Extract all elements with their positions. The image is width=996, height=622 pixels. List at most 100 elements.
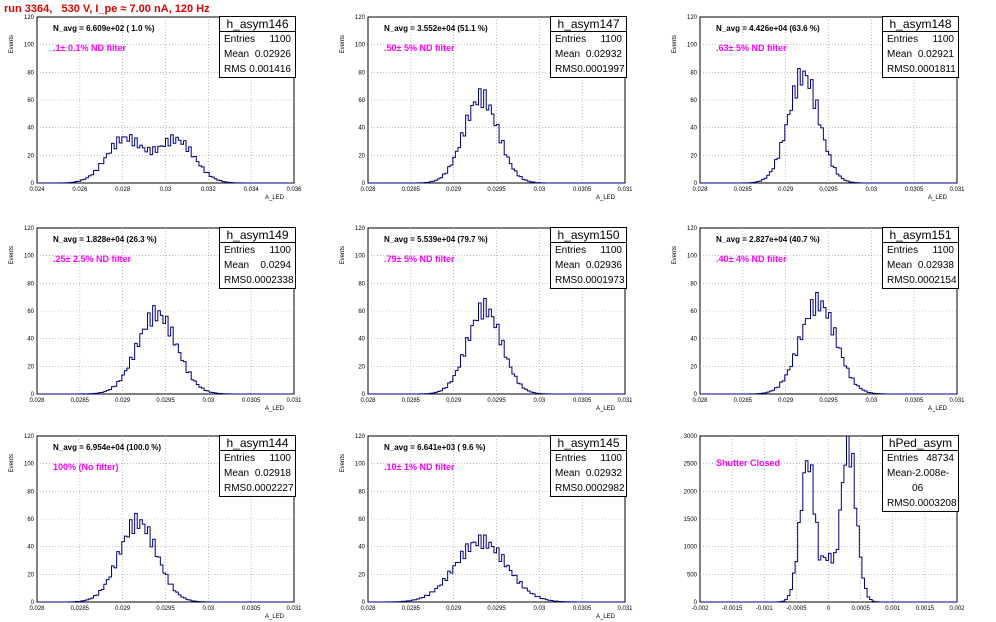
panel-title: N_avg = 6.954e+04 (100.0 %) bbox=[53, 443, 161, 452]
histogram-series bbox=[37, 512, 294, 603]
x-axis-label: A_LED bbox=[928, 195, 948, 201]
stats-key: Entries bbox=[224, 34, 256, 45]
x-tick-label: 0.03 bbox=[865, 187, 877, 193]
stats-row: Entries 1100 bbox=[883, 32, 958, 47]
stats-value: 0.02926 bbox=[254, 49, 291, 60]
stats-box: h_asym147 Entries 1100 Mean 0.02932 RMS 0.0001… bbox=[550, 16, 627, 78]
histogram-name: h_asym148 bbox=[883, 17, 958, 32]
y-tick-label: 60 bbox=[358, 517, 365, 523]
x-tick-label: 0.028 bbox=[692, 187, 708, 193]
y-tick-label: 40 bbox=[27, 337, 34, 343]
x-tick-label: 0.0295 bbox=[487, 187, 506, 193]
x-tick-label: 0.0285 bbox=[71, 606, 90, 612]
stats-box: hPed_asym Entries 48734 Mean -2.008e-06 RMS 0.… bbox=[882, 435, 959, 512]
x-tick-label: 0.031 bbox=[949, 398, 965, 404]
x-tick-label: 0.0305 bbox=[573, 398, 592, 404]
x-tick-label: 0.03 bbox=[533, 187, 545, 193]
panel-title: N_avg = 6.609e+02 ( 1.0 %) bbox=[53, 24, 155, 33]
stats-row: Mean 0.02932 bbox=[551, 466, 626, 481]
panel-title: N_avg = 6.641e+03 ( 9.6 %) bbox=[384, 443, 486, 452]
stats-row: Mean 0.02938 bbox=[883, 258, 958, 273]
x-tick-label: 0.0305 bbox=[905, 187, 924, 193]
y-tick-label: 100 bbox=[687, 43, 698, 49]
histogram-name: h_asym151 bbox=[883, 228, 958, 243]
stats-row: RMS 0.0001811 bbox=[883, 62, 958, 77]
stats-row: Mean 0.02932 bbox=[551, 47, 626, 62]
x-tick-label: 0.0295 bbox=[487, 606, 506, 612]
histogram-name: hPed_asym bbox=[883, 436, 958, 451]
x-tick-label: 0.028 bbox=[360, 398, 376, 404]
y-tick-label: 120 bbox=[355, 226, 366, 232]
x-tick-label: 0.001 bbox=[885, 606, 901, 612]
y-tick-label: 1000 bbox=[684, 545, 698, 551]
y-tick-label: 60 bbox=[27, 98, 34, 104]
stats-key: Mean bbox=[224, 468, 250, 479]
stats-key: RMS bbox=[224, 64, 247, 75]
stats-key: Mean bbox=[555, 260, 581, 271]
x-axis-label: A_LED bbox=[596, 614, 616, 620]
x-tick-label: 0.0285 bbox=[402, 398, 421, 404]
x-tick-label: 0.03 bbox=[533, 606, 545, 612]
y-tick-label: 120 bbox=[24, 434, 35, 440]
stats-box: h_asym144 Entries 1100 Mean 0.02918 RMS 0.0002… bbox=[219, 435, 296, 497]
x-tick-label: 0.036 bbox=[286, 187, 302, 193]
x-tick-label: 0.03 bbox=[160, 187, 172, 193]
x-tick-label: 0.0285 bbox=[734, 187, 753, 193]
y-tick-label: 100 bbox=[687, 254, 698, 260]
histogram-series bbox=[700, 292, 957, 395]
x-axis-label: A_LED bbox=[928, 406, 948, 412]
y-tick-label: 20 bbox=[358, 572, 365, 578]
x-tick-label: 0.0285 bbox=[402, 187, 421, 193]
stats-row: RMS 0.0001997 bbox=[551, 62, 626, 77]
histogram-name: h_asym144 bbox=[220, 436, 295, 451]
x-tick-label: 0.029 bbox=[446, 606, 462, 612]
stats-row: Mean 0.02921 bbox=[883, 47, 958, 62]
stats-row: Entries 1100 bbox=[883, 243, 958, 258]
y-tick-label: 60 bbox=[690, 98, 697, 104]
stats-value: 0.0294 bbox=[260, 260, 291, 271]
x-tick-label: 0.002 bbox=[949, 606, 965, 612]
stats-key: Mean bbox=[224, 260, 250, 271]
x-tick-label: 0.0295 bbox=[156, 606, 175, 612]
panel-title: N_avg = 4.426e+04 (63.6 %) bbox=[716, 24, 820, 33]
y-tick-label: 40 bbox=[358, 337, 365, 343]
stats-box: h_asym146 Entries 1100 Mean 0.02926 RMS 0.0014… bbox=[219, 16, 296, 78]
stats-key: Mean bbox=[224, 49, 250, 60]
y-tick-label: 60 bbox=[358, 98, 365, 104]
stats-key: RMS bbox=[555, 483, 578, 494]
x-tick-label: 0.031 bbox=[286, 606, 302, 612]
stats-value: 0.02918 bbox=[254, 468, 291, 479]
y-tick-label: 20 bbox=[358, 153, 365, 159]
y-tick-label: 60 bbox=[690, 309, 697, 315]
stats-row: RMS 0.0001973 bbox=[551, 273, 626, 288]
stats-value: 0.02932 bbox=[585, 49, 622, 60]
panel-title: N_avg = 2.827e+04 (40.7 %) bbox=[716, 235, 820, 244]
stats-value: 0.0002982 bbox=[577, 483, 625, 494]
x-axis-label: A_LED bbox=[596, 195, 616, 201]
stats-key: Mean bbox=[887, 49, 913, 60]
y-axis-label: Events bbox=[672, 35, 678, 53]
y-tick-label: 120 bbox=[24, 15, 35, 21]
x-tick-label: 0.03 bbox=[202, 606, 214, 612]
stats-row: Mean -2.008e-06 bbox=[883, 466, 958, 496]
x-tick-label: -0.0005 bbox=[786, 606, 807, 612]
x-tick-label: 0.031 bbox=[286, 398, 302, 404]
x-tick-label: 0.029 bbox=[446, 187, 462, 193]
y-axis-label: Events bbox=[340, 35, 346, 53]
x-tick-label: 0.031 bbox=[949, 187, 965, 193]
stats-row: Entries 1100 bbox=[220, 451, 295, 466]
y-tick-label: 40 bbox=[690, 126, 697, 132]
y-tick-label: 80 bbox=[27, 70, 34, 76]
histogram-series bbox=[700, 67, 957, 184]
y-tick-label: 40 bbox=[358, 545, 365, 551]
y-tick-label: 0 bbox=[694, 181, 698, 187]
x-tick-label: 0.028 bbox=[692, 398, 708, 404]
y-tick-label: 60 bbox=[358, 309, 365, 315]
panel-title: N_avg = 1.828e+04 (26.3 %) bbox=[53, 235, 157, 244]
stats-key: Entries bbox=[887, 34, 919, 45]
y-tick-label: 40 bbox=[27, 126, 34, 132]
stats-value: 0.0002227 bbox=[246, 483, 294, 494]
x-tick-label: 0.03 bbox=[865, 398, 877, 404]
y-tick-label: 20 bbox=[690, 364, 697, 370]
y-axis-label: Events bbox=[9, 35, 15, 53]
